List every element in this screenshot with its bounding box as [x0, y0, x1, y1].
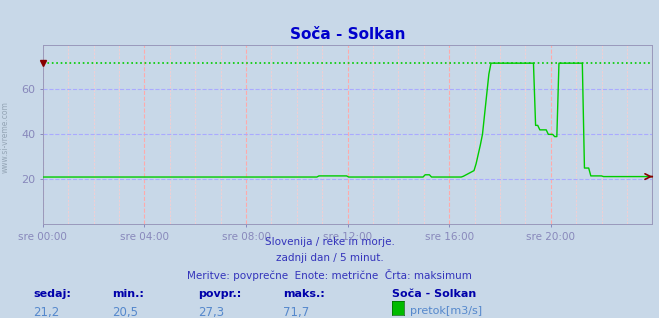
- Text: Soča - Solkan: Soča - Solkan: [392, 289, 476, 299]
- Text: min.:: min.:: [112, 289, 144, 299]
- Text: 21,2: 21,2: [33, 306, 59, 318]
- Text: 27,3: 27,3: [198, 306, 224, 318]
- Text: 71,7: 71,7: [283, 306, 310, 318]
- Text: zadnji dan / 5 minut.: zadnji dan / 5 minut.: [275, 253, 384, 263]
- Title: Soča - Solkan: Soča - Solkan: [290, 27, 405, 42]
- Text: sedaj:: sedaj:: [33, 289, 71, 299]
- Text: povpr.:: povpr.:: [198, 289, 241, 299]
- Text: Slovenija / reke in morje.: Slovenija / reke in morje.: [264, 237, 395, 247]
- Text: pretok[m3/s]: pretok[m3/s]: [410, 306, 482, 316]
- Text: 20,5: 20,5: [112, 306, 138, 318]
- Text: maks.:: maks.:: [283, 289, 325, 299]
- Text: www.si-vreme.com: www.si-vreme.com: [1, 101, 10, 173]
- Text: Meritve: povprečne  Enote: metrične  Črta: maksimum: Meritve: povprečne Enote: metrične Črta:…: [187, 269, 472, 281]
